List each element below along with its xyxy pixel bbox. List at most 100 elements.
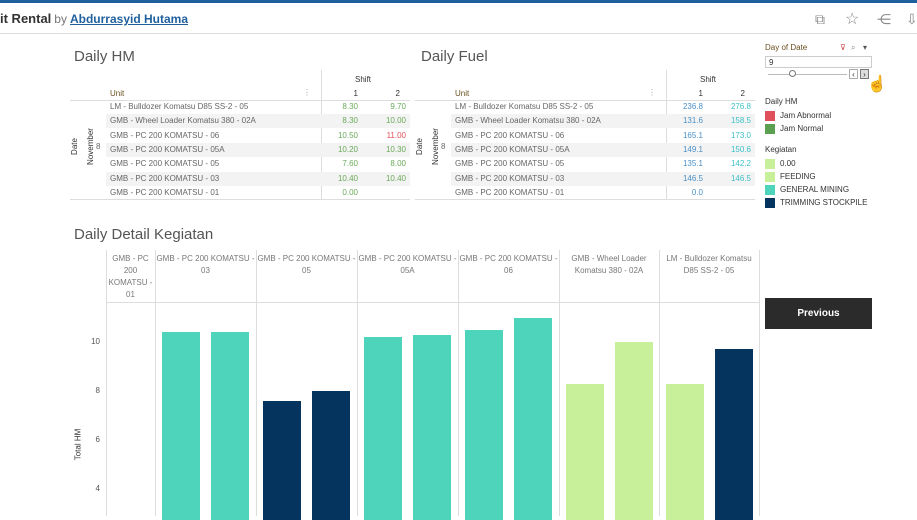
previous-button[interactable]: Previous xyxy=(765,298,872,329)
unit-cell[interactable]: GMB - Wheel Loader Komatsu 380 - 02A xyxy=(110,114,256,128)
bar[interactable] xyxy=(211,332,249,520)
day-label: 8 xyxy=(441,142,445,151)
bar[interactable] xyxy=(413,335,451,520)
bar[interactable] xyxy=(162,332,200,520)
sort-icon[interactable]: ⋮ xyxy=(303,88,311,97)
legend-swatch xyxy=(765,124,775,134)
download-icon[interactable]: ⇩ xyxy=(906,11,917,28)
column-divider xyxy=(759,250,760,516)
slider-handle[interactable] xyxy=(789,70,796,77)
shift-value: 236.8 xyxy=(663,100,703,114)
unit-cell[interactable]: GMB - PC 200 KOMATSU - 06 xyxy=(110,129,219,143)
bar[interactable] xyxy=(364,337,402,520)
legend-item[interactable]: TRIMMING STOCKPILE xyxy=(765,196,867,209)
unit-cell[interactable]: GMB - PC 200 KOMATSU - 05A xyxy=(110,143,225,157)
y-axis-label: Total HM xyxy=(73,429,82,461)
bar[interactable] xyxy=(615,342,653,520)
unit-cell[interactable]: LM - Bulldozer Komatsu D85 SS-2 - 05 xyxy=(110,100,248,114)
clear-filter-icon[interactable]: ⊽ xyxy=(840,43,846,52)
slider-track[interactable] xyxy=(768,74,847,75)
shift-value: 276.8 xyxy=(711,100,751,114)
y-tick-label: 6 xyxy=(80,435,100,444)
star-icon[interactable]: ☆ xyxy=(845,9,859,29)
shift-value: 0.0 xyxy=(663,186,703,200)
shift-col-header: 2 xyxy=(360,89,400,98)
shift-value: 135.1 xyxy=(663,157,703,171)
category-label[interactable]: GMB - PC 200 KOMATSU - 05A xyxy=(357,250,458,302)
shift-col-header: 1 xyxy=(318,89,358,98)
shift-value: 146.5 xyxy=(711,172,751,186)
copy-icon[interactable]: ⧉ xyxy=(815,11,825,28)
shift-value: 150.6 xyxy=(711,143,751,157)
shift-value: 146.5 xyxy=(663,172,703,186)
chart-header-line xyxy=(106,302,760,303)
search-icon[interactable]: ⌕ xyxy=(851,43,855,53)
sort-icon[interactable]: ⋮ xyxy=(648,88,656,97)
bar[interactable] xyxy=(263,401,301,520)
unit-cell[interactable]: GMB - PC 200 KOMATSU - 05 xyxy=(455,157,564,171)
bar[interactable] xyxy=(312,391,350,520)
unit-cell[interactable]: GMB - PC 200 KOMATSU - 01 xyxy=(110,186,219,200)
unit-cell[interactable]: GMB - PC 200 KOMATSU - 05 xyxy=(110,157,219,171)
author-link[interactable]: Abdurrasyid Hutama xyxy=(70,12,188,26)
daily-hm-title: Daily HM xyxy=(74,48,135,65)
unit-cell[interactable]: LM - Bulldozer Komatsu D85 SS-2 - 05 xyxy=(455,100,593,114)
day-of-date-filter: Day of Date ⊽ ⌕ ▾ 9 ‹ › xyxy=(765,43,872,82)
legend-item[interactable]: 0.00 xyxy=(765,157,867,170)
legend-item[interactable]: FEEDING xyxy=(765,170,867,183)
category-label[interactable]: GMB - PC 200 KOMATSU - 06 xyxy=(458,250,559,302)
category-label[interactable]: GMB - PC 200 KOMATSU - 01 xyxy=(106,250,155,302)
title-text: it Rental xyxy=(0,11,51,26)
category-label[interactable]: LM - Bulldozer Komatsu D85 SS-2 - 05 xyxy=(659,250,759,302)
bar[interactable] xyxy=(514,318,552,520)
unit-cell[interactable]: GMB - Wheel Loader Komatsu 380 - 02A xyxy=(455,114,601,128)
category-label[interactable]: GMB - PC 200 KOMATSU - 05 xyxy=(256,250,357,302)
bar[interactable] xyxy=(465,330,503,520)
unit-header: Unit xyxy=(455,89,469,98)
y-tick-label: 4 xyxy=(80,484,100,493)
shift-value: 8.30 xyxy=(318,100,358,114)
shift-value: 165.1 xyxy=(663,129,703,143)
date-label: Date xyxy=(70,138,79,155)
legend-label: Jam Abnormal xyxy=(780,111,831,120)
filter-label: Day of Date xyxy=(765,43,807,52)
legend-label: GENERAL MINING xyxy=(780,185,849,194)
table-row: GMB - PC 200 KOMATSU - 03 146.5 146.5 xyxy=(451,172,755,186)
previous-day-button[interactable]: ‹ xyxy=(849,69,858,79)
shift-value: 10.20 xyxy=(318,143,358,157)
dropdown-icon[interactable]: ▾ xyxy=(863,43,867,52)
shift-header: Shift xyxy=(700,75,716,84)
unit-cell[interactable]: GMB - PC 200 KOMATSU - 01 xyxy=(455,186,564,200)
legend-item[interactable]: GENERAL MINING xyxy=(765,183,867,196)
date-input[interactable]: 9 xyxy=(765,56,872,68)
legend-item[interactable]: Jam Abnormal xyxy=(765,109,831,122)
legend-item[interactable]: Jam Normal xyxy=(765,122,831,135)
share-icon[interactable]: ⋲ xyxy=(877,11,891,28)
unit-cell[interactable]: GMB - PC 200 KOMATSU - 03 xyxy=(110,172,219,186)
table-row: GMB - PC 200 KOMATSU - 05 135.1 142.2 xyxy=(451,157,755,171)
unit-cell[interactable]: GMB - PC 200 KOMATSU - 05A xyxy=(455,143,570,157)
shift-value: 142.2 xyxy=(711,157,751,171)
date-label: Date xyxy=(415,138,424,155)
month-label: November xyxy=(431,128,440,165)
legend-label: Jam Normal xyxy=(780,124,823,133)
bar[interactable] xyxy=(715,349,753,520)
bar[interactable] xyxy=(666,384,704,520)
shift-value: 8.00 xyxy=(366,157,406,171)
shift-value: 10.40 xyxy=(366,172,406,186)
legend-swatch xyxy=(765,172,775,182)
y-tick-label: 8 xyxy=(80,386,100,395)
chart-title: Daily Detail Kegiatan xyxy=(74,226,213,243)
unit-cell[interactable]: GMB - PC 200 KOMATSU - 03 xyxy=(455,172,564,186)
category-label[interactable]: GMB - PC 200 KOMATSU - 03 xyxy=(155,250,256,302)
legend-label: TRIMMING STOCKPILE xyxy=(780,198,867,207)
unit-cell[interactable]: GMB - PC 200 KOMATSU - 06 xyxy=(455,129,564,143)
shift-value: 9.70 xyxy=(366,100,406,114)
bar[interactable] xyxy=(566,384,604,520)
category-label[interactable]: GMB - Wheel Loader Komatsu 380 - 02A xyxy=(559,250,659,302)
